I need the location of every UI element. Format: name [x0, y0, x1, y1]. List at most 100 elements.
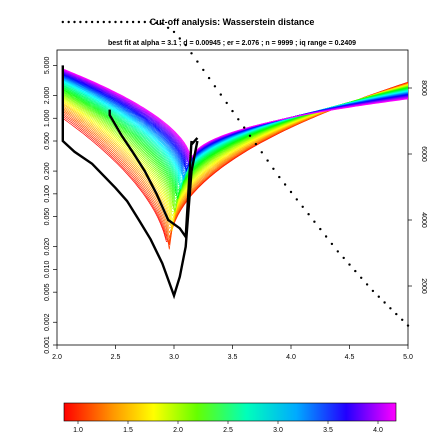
y-tick-label: 0.020 — [44, 238, 51, 256]
right-tick-label: 6000 — [420, 146, 427, 162]
sample-size-point — [143, 20, 146, 24]
y-tick-label: 2.000 — [44, 87, 51, 105]
colorbar-tick-label: 2.0 — [173, 427, 183, 434]
sample-size-point — [155, 21, 158, 24]
sample-size-point — [90, 20, 94, 24]
x-tick-label: 2.0 — [52, 354, 62, 361]
chart-subtitle: best fit at alpha = 3.1 ; d = 0.00945 ; … — [108, 40, 356, 47]
colorbar-ticks: 1.0 1.5 2.0 2.5 3.0 3.5 4.0 — [73, 421, 383, 434]
sample-size-point — [202, 68, 205, 72]
alpha-curve — [62, 68, 409, 158]
sample-size-point — [161, 22, 164, 25]
sample-size-point — [149, 20, 152, 24]
colorbar-tick-label: 2.5 — [223, 427, 233, 434]
sample-size-point — [365, 283, 369, 286]
chart-title: Cut-off analysis: Wasserstein distance — [150, 17, 315, 27]
sample-size-point — [120, 20, 123, 24]
sample-size-point — [190, 52, 193, 55]
sample-size-point — [137, 20, 141, 24]
colorbar-tick-label: 3.0 — [273, 427, 283, 434]
sample-size-point — [243, 126, 246, 129]
x-tick-label: 4.0 — [286, 354, 296, 361]
sample-size-point — [301, 205, 304, 208]
y-tick-label: 1.000 — [44, 109, 51, 127]
x-axis: 2.0 2.5 3.0 3.5 4.0 4.5 5.0 — [52, 345, 413, 361]
sample-size-point — [61, 20, 64, 24]
sample-size-point — [389, 307, 392, 310]
x-tick-label: 5.0 — [403, 354, 413, 361]
sample-size-point — [237, 118, 240, 121]
sample-size-point — [348, 263, 351, 266]
sample-size-point — [283, 183, 287, 186]
sample-size-point — [102, 20, 106, 24]
sample-size-point — [395, 312, 398, 316]
sample-size-point — [219, 93, 222, 96]
colorbar-tick-label: 4.0 — [373, 427, 383, 434]
sample-size-point — [231, 109, 234, 113]
sample-size-point — [73, 20, 76, 24]
sample-size-point — [172, 30, 176, 34]
right-tick-label: 4000 — [420, 212, 427, 228]
sample-size-point — [131, 20, 135, 24]
colorbar-tick-label: 1.0 — [73, 427, 83, 434]
sample-size-point — [330, 242, 334, 246]
sample-size-point — [324, 235, 328, 238]
sample-size-point — [207, 76, 211, 80]
sample-size-point — [266, 159, 269, 162]
right-tick-label: 8000 — [420, 80, 427, 96]
sample-size-point — [178, 37, 181, 40]
right-tick-label: 2000 — [420, 278, 427, 294]
sample-size-point — [272, 167, 275, 170]
sample-size-point — [401, 318, 404, 321]
y-tick-label: 0.050 — [44, 208, 51, 226]
colorbar-tick-label: 1.5 — [123, 427, 133, 434]
sample-size-point — [354, 269, 357, 273]
sample-size-point — [166, 26, 170, 29]
colorbar-tick-label: 3.5 — [323, 427, 333, 434]
lower-envelope-line — [61, 65, 199, 300]
y-tick-label: 0.500 — [44, 132, 51, 150]
sample-size-point — [114, 20, 117, 24]
sample-size-point — [225, 101, 228, 105]
x-tick-label: 2.5 — [111, 354, 121, 361]
sample-size-point — [383, 301, 386, 304]
sample-size-point — [313, 220, 316, 223]
sample-size-point — [406, 324, 410, 327]
sample-size-point — [79, 20, 82, 24]
sample-size-point — [342, 256, 345, 260]
y-tick-label: 5.000 — [44, 57, 51, 75]
sample-size-point — [196, 60, 199, 63]
sample-size-point — [360, 276, 363, 279]
sample-size-point — [96, 20, 100, 24]
best-fit-envelopes — [61, 65, 199, 300]
sample-size-point — [108, 20, 111, 24]
sample-size-point — [213, 85, 217, 88]
sample-size-point — [126, 20, 129, 24]
sample-size-point — [289, 190, 293, 194]
y-tick-label: 0.001 — [44, 336, 51, 354]
y-tick-label: 0.100 — [44, 185, 51, 203]
sample-size-point — [295, 198, 298, 201]
alpha-curve-family — [62, 68, 409, 250]
y-tick-label: 0.200 — [44, 162, 51, 180]
sample-size-point — [67, 20, 70, 24]
sample-size-point — [307, 213, 310, 216]
sample-size-point — [377, 295, 380, 298]
sample-size-point — [336, 250, 339, 253]
sample-size-point — [85, 20, 88, 24]
sample-size-point — [254, 142, 258, 146]
y-left-axis: 0.001 0.002 0.005 0.010 0.020 0.050 0.100 0.200… — [44, 57, 57, 354]
y-right-axis: 2000 4000 6000 8000 — [408, 80, 427, 294]
sample-size-point — [260, 151, 263, 154]
x-tick-label: 3.5 — [228, 354, 238, 361]
y-tick-label: 0.005 — [44, 283, 51, 301]
sample-size-series — [61, 20, 410, 327]
upper-envelope-line — [108, 109, 199, 241]
y-tick-label: 0.002 — [44, 313, 51, 331]
y-tick-label: 0.010 — [44, 261, 51, 279]
sample-size-point — [278, 175, 281, 179]
colorbar — [63, 402, 397, 422]
sample-size-point — [184, 43, 187, 47]
sample-size-point — [319, 227, 322, 231]
